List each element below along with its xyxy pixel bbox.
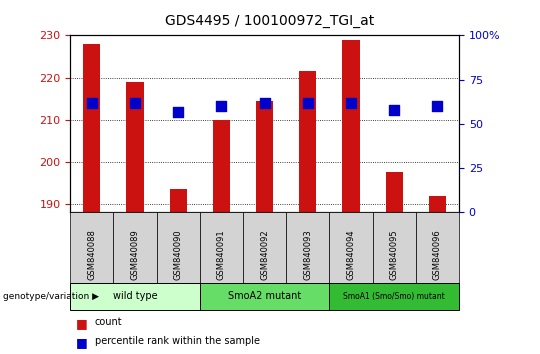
Text: SmoA1 (Smo/Smo) mutant: SmoA1 (Smo/Smo) mutant <box>343 292 445 301</box>
Point <box>347 100 355 105</box>
Bar <box>170 189 187 212</box>
Point <box>260 100 269 105</box>
Text: SmoA2 mutant: SmoA2 mutant <box>228 291 301 302</box>
Point <box>87 100 96 105</box>
Text: ■: ■ <box>76 336 87 349</box>
Bar <box>126 82 144 212</box>
Bar <box>299 71 316 212</box>
Text: GSM840089: GSM840089 <box>131 229 139 280</box>
Text: count: count <box>94 317 122 327</box>
Text: GSM840093: GSM840093 <box>303 229 312 280</box>
Point <box>303 100 312 105</box>
Point <box>390 107 399 113</box>
Bar <box>83 44 100 212</box>
Point <box>217 103 226 109</box>
Text: GSM840096: GSM840096 <box>433 229 442 280</box>
Text: GDS4495 / 100100972_TGI_at: GDS4495 / 100100972_TGI_at <box>165 14 375 28</box>
Bar <box>429 195 446 212</box>
Bar <box>256 101 273 212</box>
Text: GSM840088: GSM840088 <box>87 229 96 280</box>
Text: GSM840092: GSM840092 <box>260 229 269 280</box>
Text: genotype/variation ▶: genotype/variation ▶ <box>3 292 99 301</box>
Text: GSM840091: GSM840091 <box>217 229 226 280</box>
Text: GSM840094: GSM840094 <box>347 229 355 280</box>
Bar <box>386 172 403 212</box>
Point <box>131 100 139 105</box>
Text: GSM840090: GSM840090 <box>174 229 183 280</box>
Point <box>433 103 442 109</box>
Point <box>174 109 183 114</box>
Text: GSM840095: GSM840095 <box>390 229 399 280</box>
Bar <box>213 120 230 212</box>
Text: ■: ■ <box>76 317 87 330</box>
Bar <box>342 40 360 212</box>
Text: wild type: wild type <box>113 291 157 302</box>
Text: percentile rank within the sample: percentile rank within the sample <box>94 336 260 346</box>
